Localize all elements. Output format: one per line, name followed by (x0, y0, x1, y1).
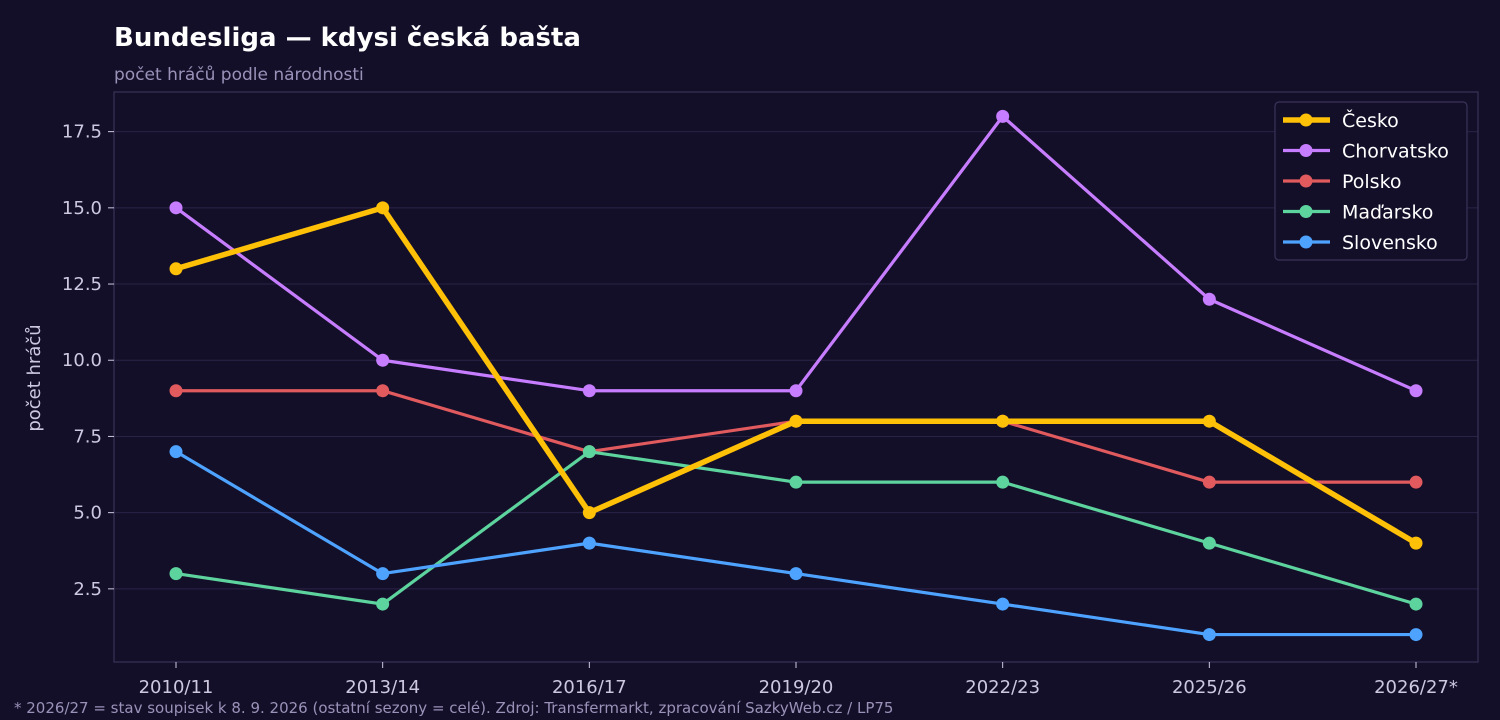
y-tick-label: 7.5 (73, 426, 102, 447)
x-tick-label: 2013/14 (345, 677, 420, 698)
data-point-chorvatsko (996, 109, 1010, 123)
series-slovensko (169, 445, 1423, 642)
legend-box (1274, 101, 1468, 261)
data-point-cesko (169, 262, 183, 276)
y-tick-label: 15.0 (62, 198, 102, 219)
x-axis: 2010/11 2013/14 2016/17 2019/20 2022/23 2025/… (139, 662, 1458, 698)
y-tick-label: 5.0 (73, 503, 102, 524)
legend: Česko Chorvatsko Polsko Maďarsko Slovensko (1274, 101, 1468, 261)
legend-label: Polsko (1342, 171, 1402, 193)
x-tick-label: 2022/23 (965, 677, 1040, 698)
legend-marker (1299, 174, 1313, 188)
series-chorvatsko (169, 109, 1423, 398)
chart-title: Bundesliga — kdysi česká bašta (114, 23, 581, 53)
legend-marker (1299, 113, 1313, 127)
series-line-chorvatsko (174, 114, 1418, 393)
data-point-slovensko (789, 567, 803, 581)
y-tick-label: 10.0 (62, 350, 102, 371)
legend-item-madarsko: Maďarsko (1283, 202, 1433, 224)
data-point-chorvatsko (1202, 292, 1216, 306)
series-line-cesko (173, 205, 1419, 546)
chart-subtitle: počet hráčů podle národnosti (114, 65, 364, 85)
legend-item-cesko: Česko (1283, 108, 1399, 132)
data-point-slovensko (582, 536, 596, 550)
legend-marker (1299, 205, 1313, 218)
series-madarsko (169, 445, 1423, 611)
y-tick-label: 2.5 (73, 579, 102, 600)
data-point-polsko (1409, 475, 1423, 489)
series-cesko (169, 201, 1423, 550)
grid-lines (114, 131, 1478, 590)
data-point-slovensko (1409, 628, 1423, 642)
data-point-chorvatsko (169, 201, 183, 215)
legend-label: Maďarsko (1342, 202, 1433, 224)
legend-label: Chorvatsko (1342, 141, 1449, 163)
data-point-slovensko (996, 597, 1010, 611)
y-tick-label: 12.5 (62, 274, 102, 295)
legend-marker (1299, 144, 1313, 157)
series-group (169, 109, 1423, 642)
x-tick-label: 2025/26 (1172, 677, 1247, 698)
series-line-madarsko (174, 450, 1418, 606)
data-point-polsko (169, 384, 183, 398)
data-point-polsko (376, 384, 390, 398)
legend-item-slovensko: Slovensko (1283, 232, 1438, 254)
data-point-slovensko (376, 567, 390, 581)
data-point-cesko (1409, 536, 1423, 550)
x-tick-label: 2016/17 (552, 677, 627, 698)
data-point-chorvatsko (582, 384, 596, 398)
legend-label: Česko (1342, 108, 1399, 132)
data-point-madarsko (169, 567, 183, 581)
legend-item-polsko: Polsko (1283, 171, 1402, 193)
legend-marker (1299, 235, 1313, 249)
data-point-chorvatsko (1409, 384, 1423, 398)
data-point-madarsko (582, 445, 596, 459)
data-point-cesko (789, 414, 803, 428)
footnote: * 2026/27 = stav soupisek k 8. 9. 2026 (… (14, 699, 893, 717)
x-tick-label: 2019/20 (759, 677, 834, 698)
data-point-cesko (996, 414, 1010, 428)
legend-label: Slovensko (1342, 232, 1438, 254)
x-tick-label: 2010/11 (139, 677, 214, 698)
data-point-madarsko (789, 475, 803, 489)
data-point-chorvatsko (789, 384, 803, 398)
data-point-madarsko (1202, 536, 1216, 550)
y-tick-label: 17.5 (62, 122, 102, 143)
data-point-slovensko (1202, 628, 1216, 642)
data-point-chorvatsko (376, 353, 390, 367)
data-point-cesko (376, 201, 390, 215)
y-axis-label: počet hráčů (24, 324, 45, 431)
data-point-cesko (582, 506, 596, 520)
y-axis: 2.5 5.0 7.5 10.0 12.5 15.0 17.5 (62, 122, 114, 600)
data-point-madarsko (996, 475, 1010, 489)
data-point-madarsko (376, 597, 390, 611)
x-tick-label: 2026/27* (1374, 677, 1458, 698)
data-point-madarsko (1409, 597, 1423, 611)
legend-item-chorvatsko: Chorvatsko (1283, 141, 1449, 163)
data-point-cesko (1202, 414, 1216, 428)
data-point-polsko (1202, 475, 1216, 489)
data-point-slovensko (169, 445, 183, 459)
